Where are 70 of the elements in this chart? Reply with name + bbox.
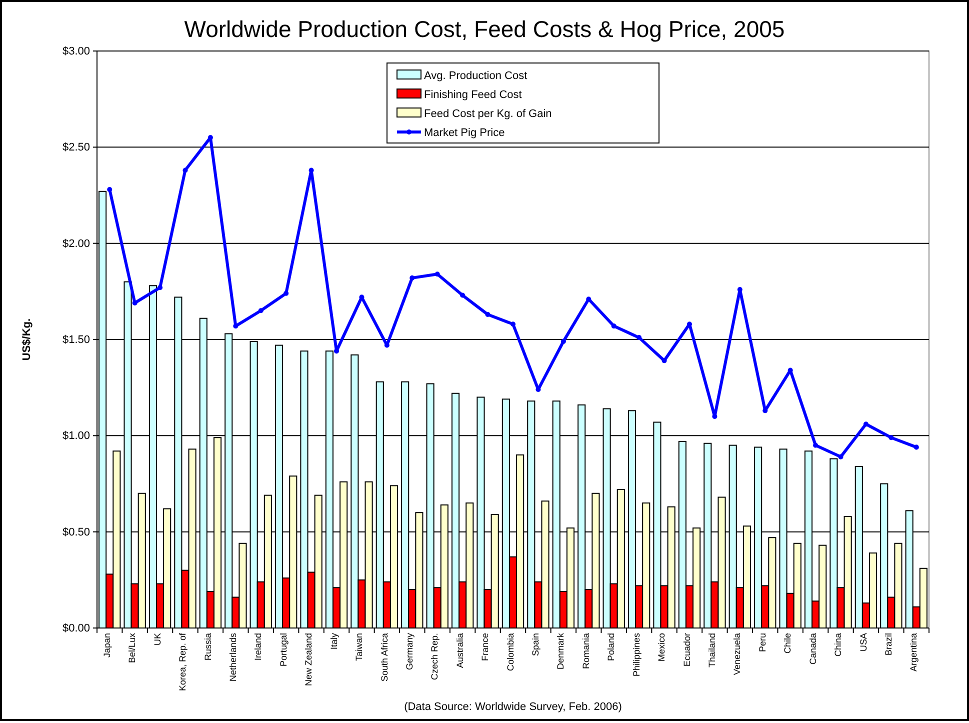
point: [334, 348, 340, 354]
y-tick-label: $1.00: [62, 430, 90, 442]
point: [611, 324, 616, 329]
point: [914, 444, 919, 450]
legend-label: Finishing Feed Cost: [424, 89, 522, 101]
x-tick-label: UK: [152, 633, 162, 646]
x-tick-label: Canada: [808, 633, 818, 665]
y-tick-label: $2.00: [62, 238, 90, 250]
y-tick-label: $3.00: [62, 46, 90, 58]
legend-label: Avg. Production Cost: [424, 70, 528, 82]
x-tick-label: Ecuador: [682, 633, 692, 667]
point: [762, 408, 768, 414]
x-tick-label: Argentina: [908, 633, 919, 672]
x-tick-label: Philippines: [631, 632, 642, 677]
x-tick-label: Romania: [580, 633, 591, 670]
x-tick-label: Russia: [202, 633, 213, 661]
point: [460, 292, 466, 298]
point: [662, 358, 667, 364]
x-tick-label: Portugal: [278, 633, 288, 667]
x-tick-label: Mexico: [656, 633, 667, 662]
point: [510, 322, 516, 327]
x-tick-label: Taiwan: [354, 633, 364, 662]
x-tick-label: Chile: [782, 633, 793, 654]
point: [560, 338, 566, 344]
point: [233, 324, 238, 329]
point: [813, 442, 818, 448]
x-tick-label: USA: [858, 633, 868, 652]
point: [838, 454, 844, 460]
x-tick-label: Italy: [328, 632, 339, 650]
point: [636, 335, 642, 340]
legend-label: Market Pig Price: [424, 127, 505, 139]
y-tick-label: $1.50: [62, 334, 90, 346]
x-tick-label: Denmark: [556, 632, 566, 670]
legend-label: Feed Cost per Kg. of Gain: [424, 108, 552, 120]
x-tick-label: Poland: [606, 633, 616, 662]
x-tick-label: Germany: [404, 632, 414, 670]
x-tick-label: Australia: [454, 633, 465, 668]
point: [434, 272, 440, 277]
point: [107, 186, 112, 192]
y-tick-label: $2.50: [62, 142, 90, 154]
x-tick-label: France: [480, 633, 490, 662]
x-tick-label: Brazil: [883, 633, 894, 656]
x-tick-label: Spain: [530, 633, 541, 656]
y-tick-label: $0.00: [62, 622, 90, 635]
y-axis-title: US$/Kg.: [21, 318, 33, 361]
x-tick-label: South Africa: [379, 633, 390, 682]
point: [485, 312, 490, 318]
x-tick-label: Czech Rep.: [430, 633, 440, 680]
x-tick-label: Colombia: [505, 633, 516, 672]
x-tick-label: Japan: [102, 633, 112, 658]
point: [888, 435, 894, 440]
x-tick-label: Netherlands: [228, 632, 238, 682]
point: [284, 290, 289, 296]
y-tick-label: $0.50: [62, 526, 90, 538]
x-tick-label: Bel/Lux: [127, 632, 138, 664]
point: [182, 168, 188, 173]
point: [586, 296, 592, 302]
text: (Data Source: Worldwide Survey, Feb. 2006): [404, 701, 622, 713]
x-tick-label: New Zealand: [304, 633, 314, 686]
x-tick-label: Thailand: [706, 633, 717, 668]
x-tick-label: Venezuela: [732, 633, 742, 676]
chart-title: Worldwide Production Cost, Feed Costs & Hog Price, 2005: [184, 16, 785, 42]
point: [258, 308, 264, 314]
x-tick-label: Peru: [757, 633, 768, 652]
point: [158, 285, 163, 290]
point: [863, 422, 868, 427]
x-tick-label: Ireland: [253, 633, 264, 661]
x-tick-label: China: [833, 633, 844, 657]
point: [410, 275, 415, 280]
x-tick-label: Korea, Rep. of: [178, 632, 188, 692]
